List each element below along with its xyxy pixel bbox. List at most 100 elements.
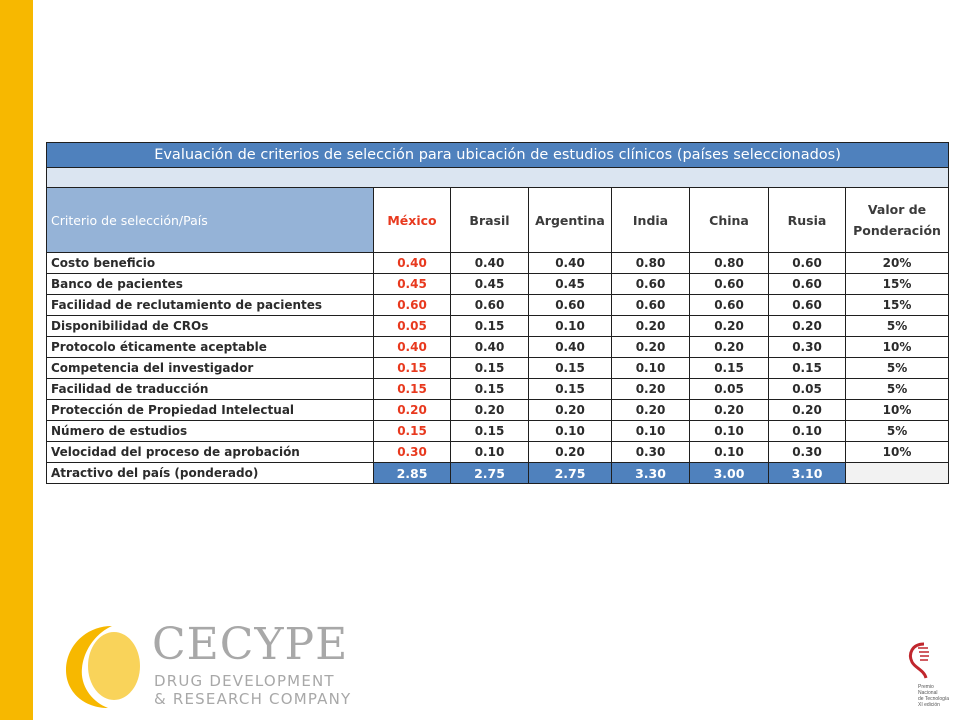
country-header-india: India	[611, 187, 690, 253]
table-row: Protocolo éticamente aceptable 0.40 0.40 0.…	[46, 336, 950, 358]
weight-cell: 5%	[844, 315, 950, 337]
weight-cell: 20%	[844, 252, 950, 274]
value-cell: 0.05	[768, 378, 846, 400]
value-cell: 0.40	[373, 336, 451, 358]
value-cell: 0.15	[689, 357, 769, 379]
logo-tagline-1: DRUG DEVELOPMENT	[154, 672, 335, 690]
value-cell: 0.15	[373, 378, 451, 400]
criterion-cell: Protección de Propiedad Intelectual	[46, 399, 374, 421]
value-cell: 0.20	[528, 441, 612, 463]
criterion-cell: Facilidad de reclutamiento de pacientes	[46, 294, 374, 316]
award-emblem-icon	[909, 642, 929, 679]
criterion-header: Criterio de selección/País	[46, 187, 374, 253]
total-value-cell: 3.30	[611, 462, 690, 484]
award-line: de Tecnología	[918, 696, 950, 702]
value-cell: 0.40	[528, 252, 612, 274]
weight-header: Valor de Ponderación	[844, 187, 950, 253]
value-cell: 0.20	[528, 399, 612, 421]
table-row: Facilidad de traducción 0.15 0.15 0.15 0.20 0…	[46, 378, 950, 400]
award-text: Premio Nacional de Tecnología XI edición	[918, 684, 949, 708]
award-line: Premio	[918, 684, 934, 690]
value-cell: 0.45	[373, 273, 451, 295]
country-header-china: China	[689, 187, 769, 253]
value-cell: 0.60	[450, 294, 529, 316]
value-cell: 0.10	[528, 315, 612, 337]
total-value-cell: 2.75	[528, 462, 612, 484]
weight-cell: 10%	[844, 336, 950, 358]
weight-cell: 10%	[844, 399, 950, 421]
criterion-cell: Banco de pacientes	[46, 273, 374, 295]
value-cell: 0.60	[768, 294, 846, 316]
country-header-brasil: Brasil	[450, 187, 529, 253]
value-cell: 0.15	[528, 378, 612, 400]
value-cell: 0.15	[450, 357, 529, 379]
value-cell: 0.20	[611, 315, 690, 337]
weight-cell: 15%	[844, 294, 950, 316]
value-cell: 0.20	[611, 399, 690, 421]
value-cell: 0.10	[689, 441, 769, 463]
value-cell: 0.40	[450, 252, 529, 274]
value-cell: 0.20	[768, 315, 846, 337]
spacer-row	[45, 167, 950, 188]
value-cell: 0.40	[450, 336, 529, 358]
weight-cell: 15%	[844, 273, 950, 295]
value-cell: 0.60	[611, 273, 690, 295]
award-badge: Premio Nacional de Tecnología XI edición	[894, 640, 954, 720]
value-cell: 0.80	[611, 252, 690, 274]
value-cell: 0.05	[373, 315, 451, 337]
criterion-cell: Costo beneficio	[46, 252, 374, 274]
logo-tagline-2: & RESEARCH COMPANY	[154, 690, 352, 708]
weight-cell: 5%	[844, 378, 950, 400]
criterion-cell: Protocolo éticamente aceptable	[46, 336, 374, 358]
table-title-row: Evaluación de criterios de selección par…	[45, 142, 950, 168]
value-cell: 0.10	[611, 420, 690, 442]
value-cell: 0.15	[450, 420, 529, 442]
spacer-cell	[45, 167, 950, 188]
table-row: Competencia del investigador 0.15 0.15 0.15…	[46, 357, 950, 379]
total-label-cell: Atractivo del país (ponderado)	[46, 462, 374, 484]
value-cell: 0.60	[689, 294, 769, 316]
value-cell: 0.40	[373, 252, 451, 274]
value-cell: 0.60	[373, 294, 451, 316]
total-value-cell: 3.00	[689, 462, 769, 484]
value-cell: 0.20	[450, 399, 529, 421]
value-cell: 0.30	[373, 441, 451, 463]
table-row: Costo beneficio 0.40 0.40 0.40 0.80 0.80 0.60 2…	[46, 252, 950, 274]
value-cell: 0.40	[528, 336, 612, 358]
value-cell: 0.20	[689, 336, 769, 358]
value-cell: 0.60	[611, 294, 690, 316]
weight-cell: 5%	[844, 357, 950, 379]
weight-cell: 10%	[844, 441, 950, 463]
value-cell: 0.10	[611, 357, 690, 379]
value-cell: 0.10	[689, 420, 769, 442]
value-cell: 0.60	[528, 294, 612, 316]
award-line: Nacional	[918, 690, 938, 696]
value-cell: 0.10	[450, 441, 529, 463]
country-header-argentina: Argentina	[528, 187, 612, 253]
side-accent-bar	[0, 0, 33, 720]
value-cell: 0.20	[768, 399, 846, 421]
total-value-cell: 3.10	[768, 462, 846, 484]
value-cell: 0.15	[768, 357, 846, 379]
total-row: Atractivo del país (ponderado) 2.85 2.75 2.…	[46, 462, 950, 484]
header-row: Criterio de selección/País México Brasil…	[46, 187, 950, 253]
weight-cell: 5%	[844, 420, 950, 442]
award-line: XI edición	[918, 702, 940, 708]
country-header-mexico: México	[373, 187, 451, 253]
criterion-cell: Número de estudios	[46, 420, 374, 442]
value-cell: 0.60	[689, 273, 769, 295]
value-cell: 0.15	[373, 357, 451, 379]
total-empty-cell	[844, 462, 950, 484]
value-cell: 0.10	[528, 420, 612, 442]
table-row: Banco de pacientes 0.45 0.45 0.45 0.60 0.60 0.…	[46, 273, 950, 295]
table-row: Disponibilidad de CROs 0.05 0.15 0.10 0.20 0.…	[46, 315, 950, 337]
logo-name: CECYPE	[152, 619, 349, 670]
value-cell: 0.10	[768, 420, 846, 442]
total-value-cell: 2.85	[373, 462, 451, 484]
value-cell: 0.20	[373, 399, 451, 421]
cecype-logo: CECYPE DRUG DEVELOPMENT & RESEARCH COMPA…	[52, 620, 352, 710]
value-cell: 0.20	[689, 399, 769, 421]
criterion-cell: Facilidad de traducción	[46, 378, 374, 400]
value-cell: 0.15	[450, 315, 529, 337]
table-row: Protección de Propiedad Intelectual 0.20 0…	[46, 399, 950, 421]
